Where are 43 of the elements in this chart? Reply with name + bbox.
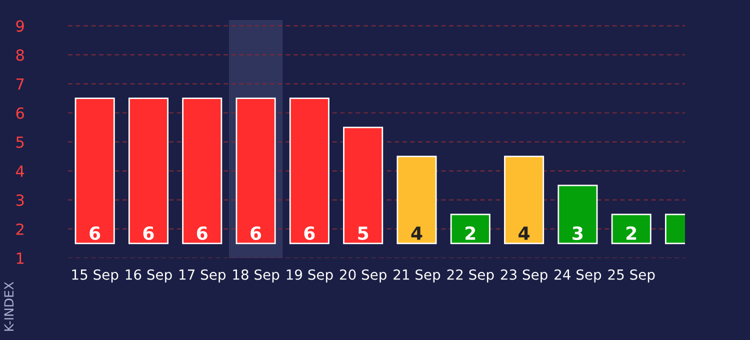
x-tick-label: 21 Sep [394,269,440,283]
x-tick-label: 15 Sep [72,269,118,283]
x-tick-label: 20 Sep [340,269,386,283]
data-label: 6 [196,226,208,240]
data-label: 6 [250,226,262,240]
data-label: 5 [358,226,368,240]
data-label: 2 [626,226,636,240]
bar [611,214,652,244]
x-tick-label: 19 Sep [286,269,333,283]
bar [74,98,115,244]
y-tick-label: 3 [16,194,24,206]
bar [396,156,437,244]
y-tick-label: 2 [16,223,24,235]
x-tick-label: 17 Sep [180,269,226,283]
data-label: 4 [518,226,530,240]
bar [558,184,598,244]
x-tick-label: 16 Sep [126,269,172,283]
bar [450,214,490,244]
data-label: 6 [143,226,154,240]
bar [128,98,168,244]
bar [504,156,544,244]
y-tick-label: 5 [16,136,24,148]
bar [343,126,384,244]
x-tick-label: 18 Sep [233,269,280,283]
x-tick-label: 23 Sep [500,269,548,283]
data-label: 6 [90,226,100,240]
data-label: 4 [411,226,422,240]
bar [289,98,330,244]
y-tick-label: 4 [16,166,24,177]
y-tick-label: 1 [16,252,24,264]
y-tick-label: 9 [16,20,24,32]
x-tick-label: 25 Sep [608,269,655,283]
y-axis-title: K-INDEX [4,282,14,331]
bar [182,98,222,244]
data-label: 2 [466,226,476,240]
x-tick-label: 22 Sep [447,269,494,283]
y-tick-label: 6 [16,107,24,119]
x-tick-label: 24 Sep [554,269,602,283]
bar [236,98,276,244]
y-tick-label: 8 [16,49,24,61]
data-label: 6 [304,226,315,240]
data-label: 3 [572,226,583,240]
y-tick-label: 7 [16,78,24,90]
